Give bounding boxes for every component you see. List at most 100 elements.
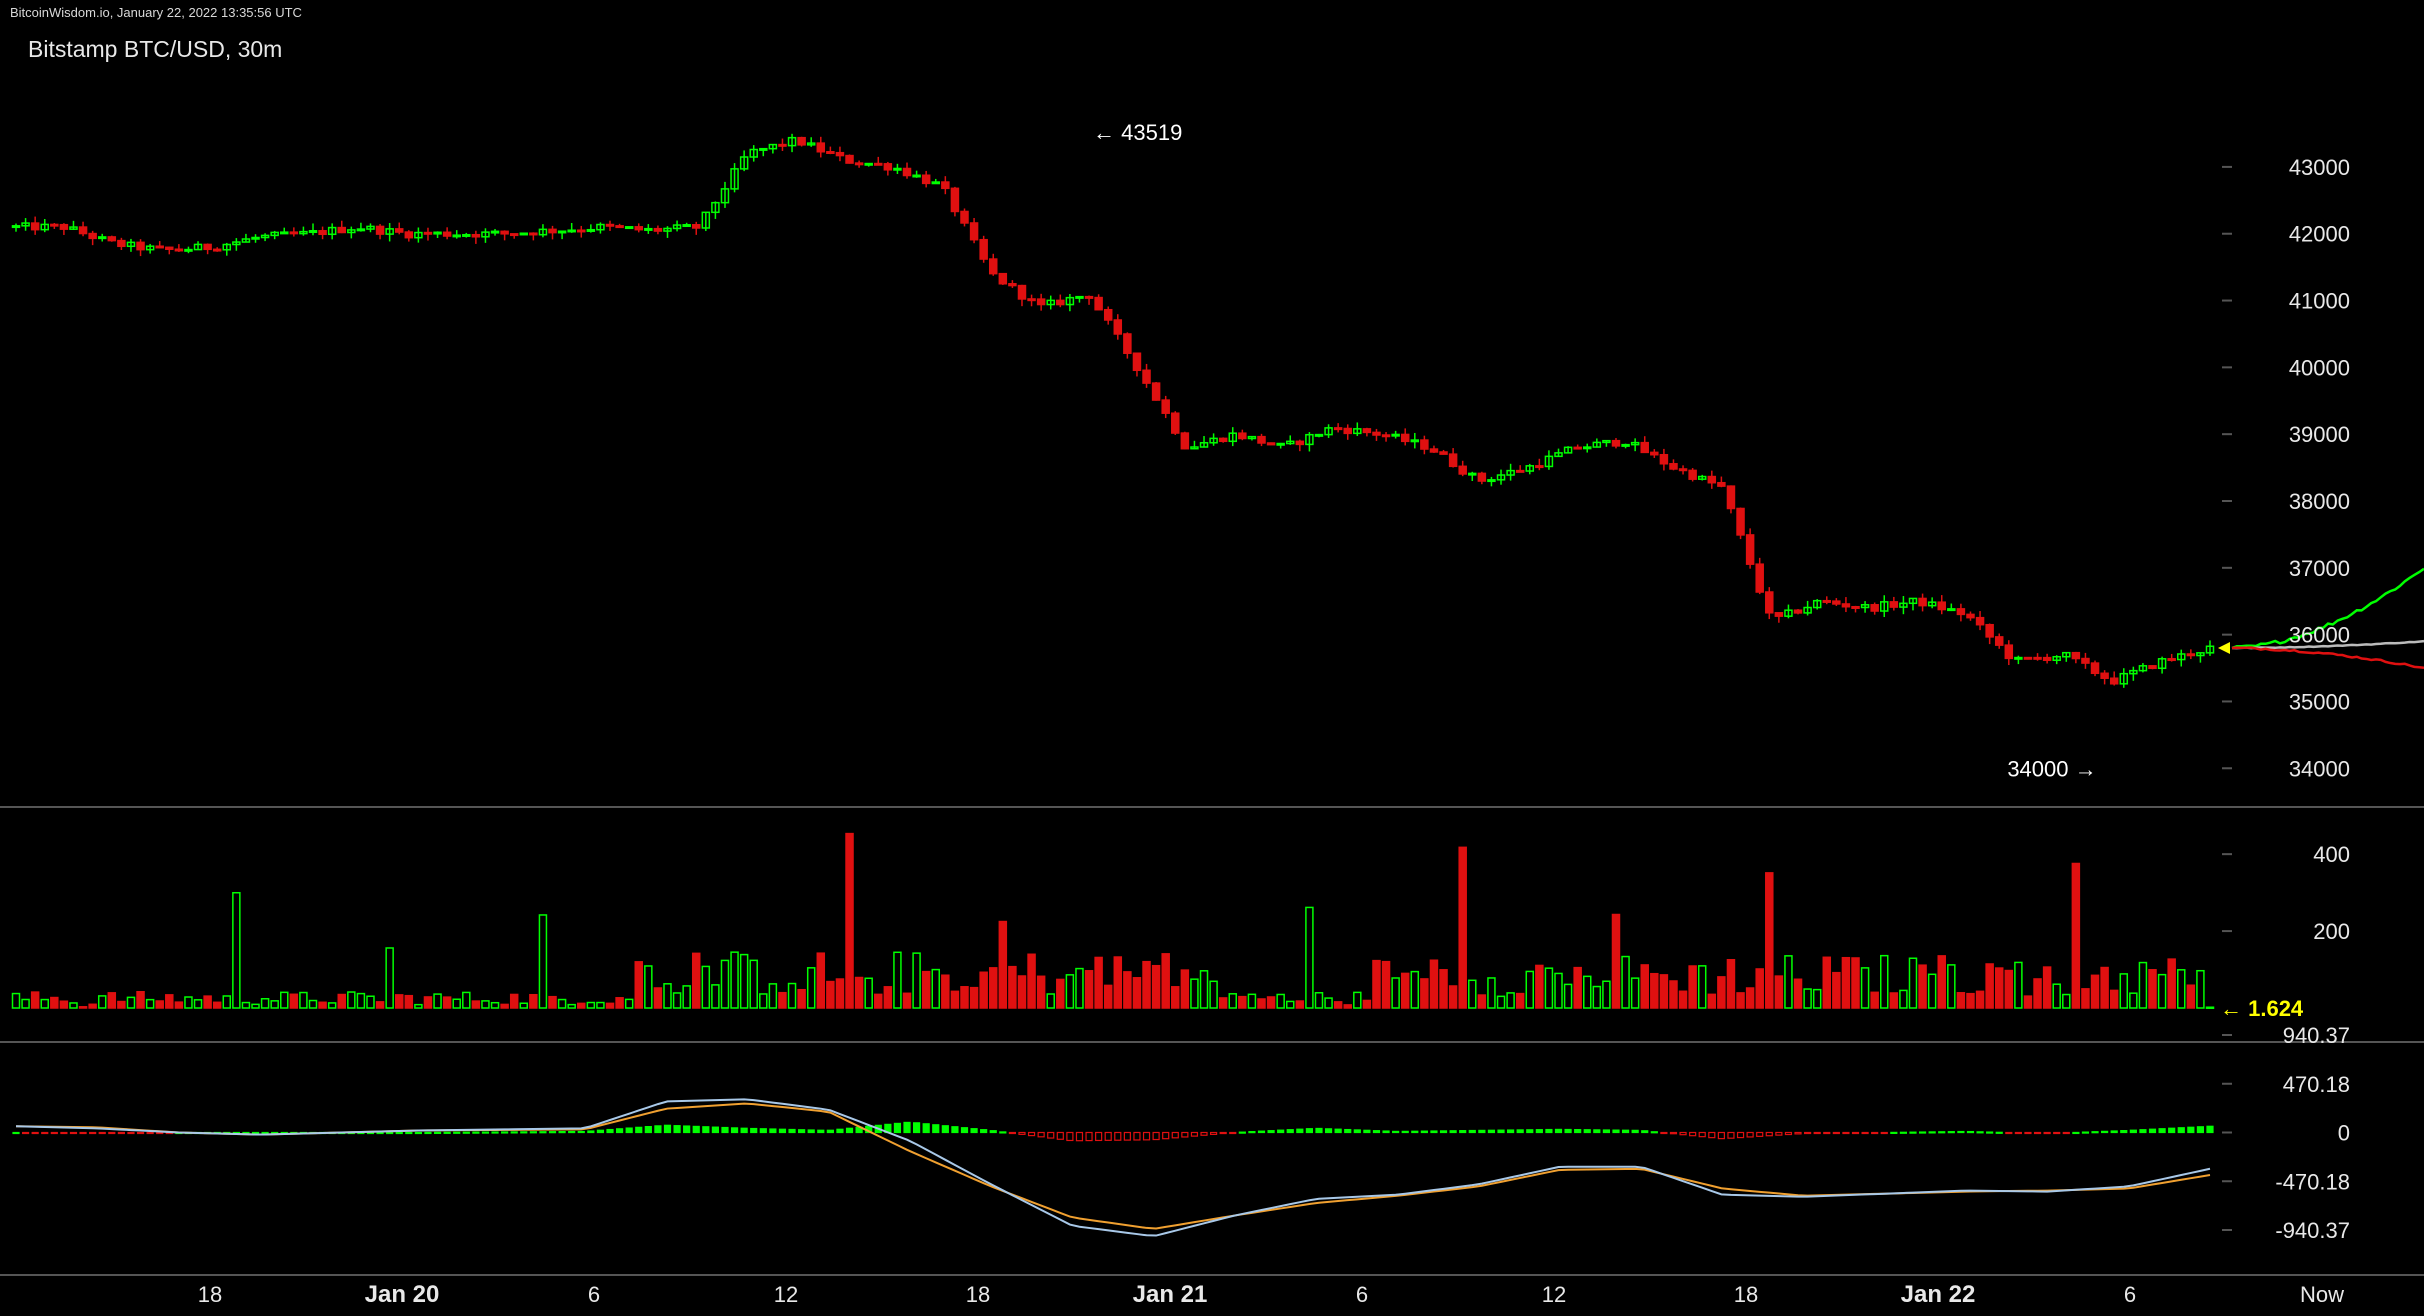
volume-bar	[1238, 995, 1247, 1009]
candle	[2042, 653, 2052, 664]
candle	[1008, 280, 1017, 288]
candle	[241, 233, 251, 243]
macd-histogram-bar	[2168, 1127, 2176, 1134]
candle	[1880, 595, 1889, 618]
volume-bar	[1324, 997, 1333, 1009]
macd-histogram-bar	[1219, 1131, 1227, 1135]
volume-bar	[1218, 997, 1228, 1009]
macd-histogram-bar	[1899, 1131, 1908, 1134]
candle	[1161, 395, 1170, 419]
volume-bar	[2081, 988, 2090, 1009]
candle	[1966, 611, 1975, 621]
candle	[883, 161, 893, 176]
macd-histogram-bar	[1171, 1131, 1179, 1139]
low-annotation: 34000 →	[2007, 756, 2096, 781]
volume-bar	[874, 993, 883, 1009]
candle	[1554, 448, 1563, 458]
candle	[1697, 474, 1707, 481]
volume-bar	[500, 1003, 509, 1009]
macd-histogram-bar	[156, 1131, 164, 1135]
volume-bar	[2100, 966, 2109, 1009]
macd-histogram-bar	[932, 1124, 940, 1134]
macd-histogram-bar	[1708, 1131, 1716, 1139]
volume-bar	[241, 1001, 251, 1009]
volume-bar	[1525, 970, 1535, 1009]
volume-panel[interactable]: ← 1.624	[11, 832, 2304, 1021]
volume-bar	[883, 986, 893, 1009]
macd-histogram-bar	[730, 1127, 739, 1134]
volume-bar	[1353, 991, 1362, 1009]
macd-histogram-bar	[1717, 1131, 1725, 1140]
macd-histogram-bar	[1918, 1131, 1927, 1134]
macd-histogram-bar	[912, 1122, 921, 1134]
macd-histogram-bar	[1478, 1129, 1486, 1134]
volume-bar	[1400, 972, 1410, 1009]
volume-bar	[2196, 969, 2205, 1009]
macd-histogram-bar	[1938, 1131, 1946, 1134]
volume-bar	[1707, 993, 1717, 1009]
volume-bar	[2186, 984, 2196, 1009]
timestamp: BitcoinWisdom.io, January 22, 2022 13:35…	[10, 5, 302, 20]
candle	[1391, 430, 1400, 439]
candle	[950, 186, 960, 217]
macd-panel[interactable]	[12, 1098, 2214, 1237]
volume-bar	[1084, 970, 1094, 1009]
macd-histogram-bar	[1746, 1131, 1754, 1138]
volume-bar	[2062, 993, 2071, 1009]
candle	[280, 227, 289, 235]
macd-histogram-bar	[1095, 1131, 1103, 1142]
macd-histogram-bar	[1880, 1131, 1888, 1135]
candle	[308, 223, 318, 236]
volume-bar	[845, 832, 854, 1009]
volume-bar	[1314, 992, 1324, 1009]
price-panel[interactable]: ← 43519 34000 →	[11, 120, 2424, 781]
candle	[2090, 660, 2100, 677]
macd-histogram-bar	[1516, 1129, 1524, 1134]
candle	[2138, 663, 2148, 673]
macd-histogram-bar	[1554, 1128, 1563, 1134]
candle	[1784, 604, 1793, 619]
candle	[1305, 432, 1314, 452]
candle	[184, 246, 193, 254]
candle	[845, 154, 854, 164]
volume-bar	[1841, 956, 1851, 1009]
candle	[155, 241, 164, 249]
volume-bar	[251, 1003, 260, 1009]
candle	[1841, 597, 1851, 613]
volume-bar	[1860, 967, 1870, 1009]
candle	[854, 160, 864, 168]
volume-bar	[50, 996, 59, 1009]
volume-bar	[1582, 975, 1592, 1009]
volume-bar	[2090, 974, 2100, 1009]
volume-bar	[2052, 983, 2061, 1009]
volume-bar	[1180, 969, 1190, 1009]
candle	[1199, 436, 1209, 448]
volume-bar	[1621, 955, 1630, 1009]
candle	[1947, 603, 1956, 612]
candle	[2081, 652, 2090, 669]
candle	[260, 233, 270, 242]
candle	[1678, 465, 1688, 475]
volume-bar	[2148, 969, 2157, 1009]
macd-histogram-bar	[21, 1131, 30, 1135]
candle	[1803, 600, 1812, 616]
price-tick-label: 43000	[2289, 155, 2350, 180]
price-tick-label: 40000	[2289, 355, 2350, 380]
candle	[1860, 601, 1870, 613]
price-tick-label: 36000	[2289, 623, 2350, 648]
macd-histogram-bar	[980, 1129, 988, 1134]
volume-bar	[1151, 964, 1161, 1009]
volume-bar	[155, 1000, 164, 1009]
candle	[423, 227, 433, 241]
volume-bar	[356, 992, 366, 1009]
candle	[21, 218, 30, 231]
macd-histogram-bar	[1871, 1131, 1879, 1135]
chart-canvas[interactable]: ← 43519 34000 → ← 1.624 43000 42000 41000 40…	[0, 25, 2424, 1316]
macd-histogram-bar	[778, 1128, 787, 1134]
high-annotation: ← 43519	[1093, 120, 1182, 145]
candle	[2157, 656, 2167, 674]
volume-bar	[759, 993, 768, 1009]
candle	[1190, 440, 1199, 450]
candle	[2014, 655, 2023, 665]
candle	[1142, 363, 1151, 388]
